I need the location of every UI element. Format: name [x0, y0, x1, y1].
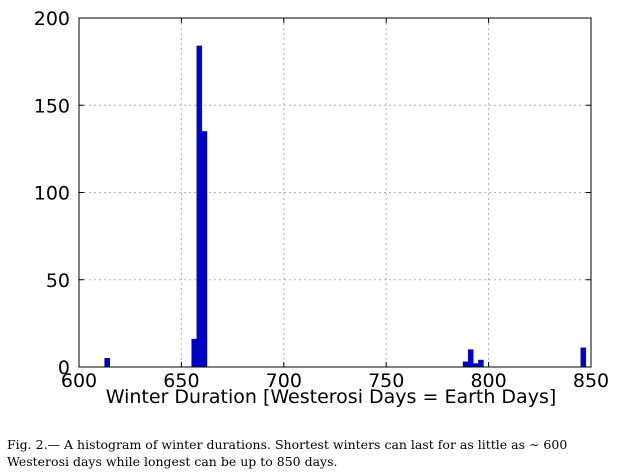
histogram-bar: [196, 45, 203, 368]
histogram-chart: 600 650 700 750 800 850 0 50 100 150 200 Winter Du…: [34, 8, 609, 408]
grid-lines: [79, 18, 591, 367]
y-tick-label: 150: [34, 95, 70, 117]
x-tick-label: 750: [368, 370, 404, 392]
histogram-bar: [467, 349, 474, 368]
y-tick-label: 0: [58, 357, 70, 379]
histogram-bar: [473, 363, 479, 368]
x-axis-label: Winter Duration [Westerosi Days = Earth …: [106, 386, 557, 408]
y-tick-label: 200: [34, 8, 70, 30]
histogram-bar: [191, 338, 197, 368]
figure-caption: Fig. 2.— A histogram of winter durations…: [7, 437, 568, 469]
x-tick-label: 800: [470, 370, 506, 392]
x-tick-label: 600: [61, 370, 97, 392]
histogram-bar: [462, 361, 469, 368]
y-tick-label: 50: [46, 270, 70, 292]
histogram-bar: [580, 347, 587, 368]
histogram-bar: [201, 131, 208, 368]
x-tick-label: 650: [163, 370, 199, 392]
plot-frame: [78, 17, 592, 368]
x-tick-label: 700: [266, 370, 302, 392]
histogram-bar: [104, 358, 110, 368]
histogram-bar: [478, 359, 484, 368]
x-tick-label: 850: [573, 370, 609, 392]
y-tick-label: 100: [34, 183, 70, 205]
